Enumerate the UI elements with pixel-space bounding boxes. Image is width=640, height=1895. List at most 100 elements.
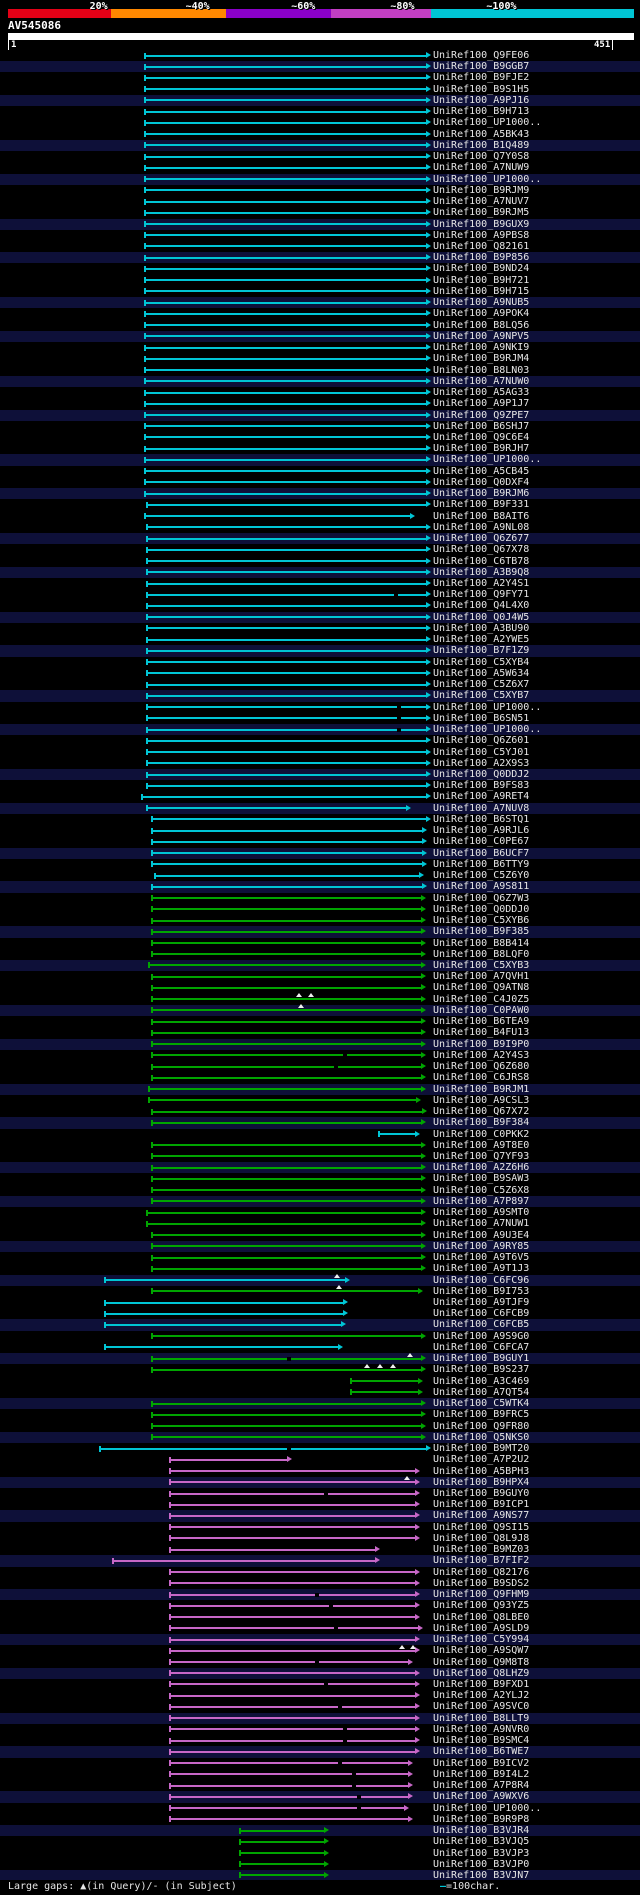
alignment-row[interactable]: UniRef100_A7NUW9 bbox=[0, 162, 640, 173]
hit-label[interactable]: UniRef100_A9POK4 bbox=[433, 308, 530, 320]
alignment-row[interactable]: UniRef100_B9H715 bbox=[0, 286, 640, 297]
hit-label[interactable]: UniRef100_A9NS77 bbox=[433, 1510, 530, 1522]
hit-label[interactable]: UniRef100_Q6Z680 bbox=[433, 1061, 530, 1073]
alignment-row[interactable]: UniRef100_Q8L9J8 bbox=[0, 1533, 640, 1544]
alignment-row[interactable]: UniRef100_A2YWE5 bbox=[0, 634, 640, 645]
hit-bar[interactable] bbox=[169, 1793, 414, 1800]
hit-label[interactable]: UniRef100_Q7YF93 bbox=[433, 1150, 530, 1162]
hit-bar[interactable] bbox=[144, 276, 432, 284]
alignment-row[interactable]: UniRef100_C0PKK2 bbox=[0, 1129, 640, 1140]
alignment-row[interactable]: UniRef100_A9RY85 bbox=[0, 1240, 640, 1253]
hit-label[interactable]: UniRef100_B9SAW3 bbox=[433, 1173, 530, 1185]
hit-bar[interactable] bbox=[144, 310, 432, 317]
alignment-row[interactable]: UniRef100_B9SDS2 bbox=[0, 1578, 640, 1589]
hit-bar[interactable] bbox=[146, 714, 432, 722]
alignment-row[interactable]: UniRef100_A7QVH1 bbox=[0, 971, 640, 982]
alignment-row[interactable]: UniRef100_B9RJM6 bbox=[0, 488, 640, 500]
hit-label[interactable]: UniRef100_Q4L4X0 bbox=[433, 600, 530, 612]
hit-label[interactable]: UniRef100_B9MZ03 bbox=[433, 1544, 530, 1556]
hit-bar[interactable] bbox=[146, 647, 432, 654]
hit-label[interactable]: UniRef100_A7QVH1 bbox=[433, 971, 530, 983]
hit-bar[interactable] bbox=[169, 1644, 420, 1654]
hit-bar[interactable] bbox=[169, 1512, 420, 1519]
alignment-row[interactable]: UniRef100_UP1000.. bbox=[0, 117, 640, 128]
hit-label[interactable]: UniRef100_C5Z6X8 bbox=[433, 1184, 530, 1196]
hit-label[interactable]: UniRef100_C5XYB6 bbox=[433, 915, 530, 927]
hit-bar[interactable] bbox=[239, 1871, 330, 1879]
hit-bar[interactable] bbox=[144, 175, 432, 183]
hit-label[interactable]: UniRef100_C0PAW0 bbox=[433, 1004, 530, 1016]
alignment-row[interactable]: UniRef100_Q9FHM9 bbox=[0, 1589, 640, 1601]
hit-bar[interactable] bbox=[150, 939, 426, 947]
hit-bar[interactable] bbox=[146, 602, 432, 609]
alignment-row[interactable]: UniRef100_A9WXV6 bbox=[0, 1791, 640, 1803]
hit-label[interactable]: UniRef100_C5Y994 bbox=[433, 1634, 530, 1646]
alignment-row[interactable]: UniRef100_B9S1H5 bbox=[0, 84, 640, 95]
alignment-row[interactable]: UniRef100_B6SHJ7 bbox=[0, 421, 640, 432]
hit-label[interactable]: UniRef100_B9I753 bbox=[433, 1285, 530, 1297]
hit-bar[interactable] bbox=[104, 1274, 350, 1284]
hit-label[interactable]: UniRef100_B9RJM5 bbox=[433, 207, 530, 219]
hit-label[interactable]: UniRef100_B8AIT6 bbox=[433, 510, 530, 522]
alignment-row[interactable]: UniRef100_B6UCF7 bbox=[0, 847, 640, 859]
hit-bar[interactable] bbox=[144, 220, 432, 228]
hit-label[interactable]: UniRef100_B3VJN7 bbox=[433, 1869, 530, 1880]
hit-label[interactable]: UniRef100_B9ICV2 bbox=[433, 1757, 530, 1769]
hit-bar[interactable] bbox=[144, 52, 432, 59]
hit-label[interactable]: UniRef100_A9PJ16 bbox=[433, 94, 530, 106]
hit-bar[interactable] bbox=[144, 377, 432, 385]
hit-bar[interactable] bbox=[146, 692, 432, 699]
alignment-row[interactable]: UniRef100_Q5NKS0 bbox=[0, 1431, 640, 1444]
alignment-row[interactable]: UniRef100_A7NUW1 bbox=[0, 1218, 640, 1229]
hit-label[interactable]: UniRef100_A5CB45 bbox=[433, 465, 530, 477]
hit-bar[interactable] bbox=[144, 456, 432, 463]
alignment-row[interactable]: UniRef100_B6TTY9 bbox=[0, 859, 640, 870]
hit-bar[interactable] bbox=[150, 1063, 426, 1070]
hit-label[interactable]: UniRef100_B6TTY9 bbox=[433, 858, 530, 870]
hit-bar[interactable] bbox=[169, 1546, 380, 1553]
alignment-row[interactable]: UniRef100_B3VJR4 bbox=[0, 1825, 640, 1837]
hit-label[interactable]: UniRef100_A7P2U2 bbox=[433, 1454, 530, 1466]
hit-bar[interactable] bbox=[150, 1018, 426, 1025]
hit-label[interactable]: UniRef100_UP1000.. bbox=[433, 454, 542, 466]
hit-bar[interactable] bbox=[104, 1299, 349, 1306]
hit-label[interactable]: UniRef100_B3VJQ5 bbox=[433, 1836, 530, 1848]
hit-label[interactable]: UniRef100_A9NPV5 bbox=[433, 330, 530, 342]
hit-label[interactable]: UniRef100_Q9C6E4 bbox=[433, 431, 530, 443]
hit-label[interactable]: UniRef100_B1Q489 bbox=[433, 139, 530, 151]
hit-label[interactable]: UniRef100_Q9ATN8 bbox=[433, 982, 530, 994]
alignment-row[interactable]: UniRef100_B9ND24 bbox=[0, 263, 640, 274]
hit-label[interactable]: UniRef100_A9NVR0 bbox=[433, 1723, 530, 1735]
hit-bar[interactable] bbox=[112, 1557, 380, 1564]
hit-bar[interactable] bbox=[169, 1602, 420, 1609]
alignment-row[interactable]: UniRef100_A9P1J7 bbox=[0, 398, 640, 409]
hit-bar[interactable] bbox=[377, 1130, 420, 1137]
hit-bar[interactable] bbox=[150, 1411, 426, 1418]
hit-label[interactable]: UniRef100_C5Z6Y0 bbox=[433, 870, 530, 882]
alignment-row[interactable]: UniRef100_C6FCB9 bbox=[0, 1308, 640, 1319]
hit-label[interactable]: UniRef100_B9ND24 bbox=[433, 263, 530, 275]
hit-bar[interactable] bbox=[144, 467, 432, 475]
alignment-row[interactable]: UniRef100_B9MT20 bbox=[0, 1443, 640, 1454]
hit-bar[interactable] bbox=[146, 759, 432, 767]
alignment-row[interactable]: UniRef100_B8LLT9 bbox=[0, 1712, 640, 1724]
hit-bar[interactable] bbox=[150, 1108, 428, 1115]
hit-bar[interactable] bbox=[150, 1040, 426, 1048]
alignment-row[interactable]: UniRef100_Q67X78 bbox=[0, 544, 640, 555]
alignment-row[interactable]: UniRef100_A7NUV8 bbox=[0, 802, 640, 814]
alignment-row[interactable]: UniRef100_A9S9G0 bbox=[0, 1331, 640, 1342]
hit-bar[interactable] bbox=[150, 849, 428, 857]
hit-bar[interactable] bbox=[146, 681, 432, 688]
hit-bar[interactable] bbox=[169, 1490, 420, 1497]
hit-bar[interactable] bbox=[146, 501, 432, 508]
hit-bar[interactable] bbox=[144, 63, 432, 70]
hit-label[interactable]: UniRef100_B8LQ56 bbox=[433, 319, 530, 331]
alignment-row[interactable]: UniRef100_Q82161 bbox=[0, 241, 640, 252]
alignment-row[interactable]: UniRef100_C5YJ01 bbox=[0, 747, 640, 758]
alignment-row[interactable]: UniRef100_B1Q489 bbox=[0, 139, 640, 152]
hit-label[interactable]: UniRef100_B9I9P0 bbox=[433, 1038, 530, 1050]
alignment-row[interactable]: UniRef100_A9T6V5 bbox=[0, 1252, 640, 1263]
hit-label[interactable]: UniRef100_A7P897 bbox=[433, 1195, 530, 1207]
alignment-row[interactable]: UniRef100_B9H721 bbox=[0, 275, 640, 286]
hit-label[interactable]: UniRef100_C5XYB7 bbox=[433, 690, 530, 702]
